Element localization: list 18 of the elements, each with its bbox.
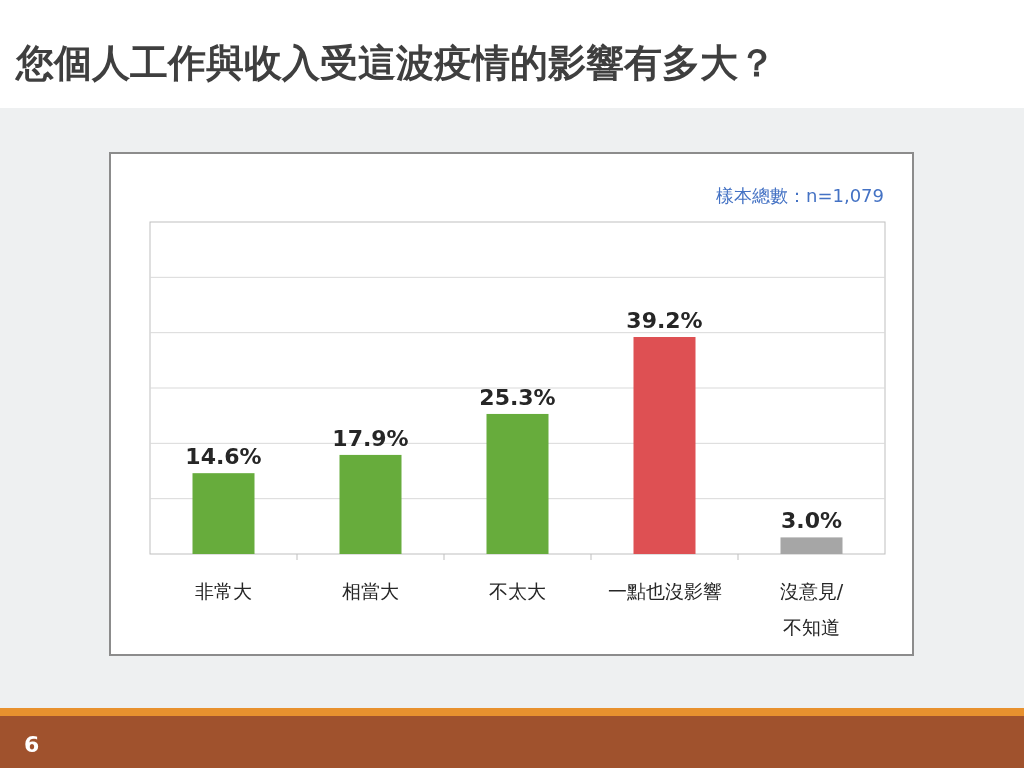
bar <box>192 473 255 554</box>
bar <box>486 413 549 554</box>
data-label: 17.9% <box>332 425 409 451</box>
x-tick-label: 不太大 <box>489 580 546 602</box>
x-tick-label: 沒意見/不知道 <box>779 580 844 638</box>
data-label: 14.6% <box>185 444 262 470</box>
data-label: 3.0% <box>780 508 843 534</box>
x-tick-label: 一點也沒影響 <box>607 580 722 602</box>
x-tick-label: 相當大 <box>342 580 399 602</box>
data-label: 25.3% <box>479 384 556 410</box>
data-label: 39.2% <box>626 308 703 334</box>
x-tick-label: 非常大 <box>195 580 252 602</box>
text: 6 <box>24 732 40 757</box>
chart-title: 您個人工作與收入受這波疫情的影響有多大？ <box>14 41 776 85</box>
bar <box>780 537 843 554</box>
bar <box>339 454 402 554</box>
text: 樣本總數：n=1,079 <box>715 185 884 206</box>
bar <box>633 337 696 554</box>
